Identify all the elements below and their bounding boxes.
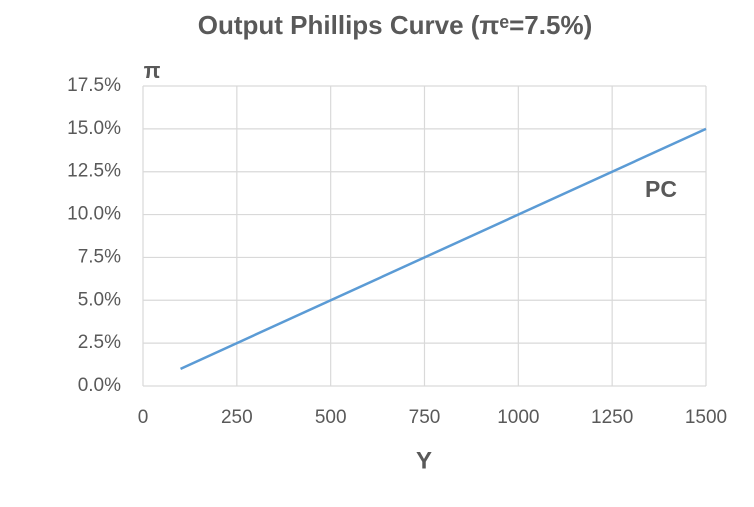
y-tick-label: 10.0% — [67, 204, 121, 225]
x-tick-label: 1500 — [685, 407, 727, 428]
y-tick-label: 2.5% — [78, 332, 121, 353]
y-tick-label: 12.5% — [67, 161, 121, 182]
x-tick-label: 0 — [138, 407, 149, 428]
x-axis-label: Y — [416, 447, 432, 474]
x-tick-label: 750 — [409, 407, 441, 428]
y-tick-label: 5.0% — [78, 289, 121, 310]
y-tick-label: 15.0% — [67, 118, 121, 139]
y-axis-label: π — [144, 58, 161, 83]
y-tick-label: 17.5% — [67, 75, 121, 96]
y-tick-label: 7.5% — [78, 246, 121, 267]
annotation: PC — [645, 176, 677, 202]
x-tick-label: 1000 — [497, 407, 539, 428]
chart-title: Output Phillips Curve (πᵉ=7.5%) — [198, 10, 592, 40]
x-tick-label: 500 — [315, 407, 347, 428]
x-tick-label: 1250 — [591, 407, 633, 428]
y-tick-label: 0.0% — [78, 375, 121, 396]
line-series — [180, 127, 707, 370]
x-tick-label: 250 — [221, 407, 253, 428]
